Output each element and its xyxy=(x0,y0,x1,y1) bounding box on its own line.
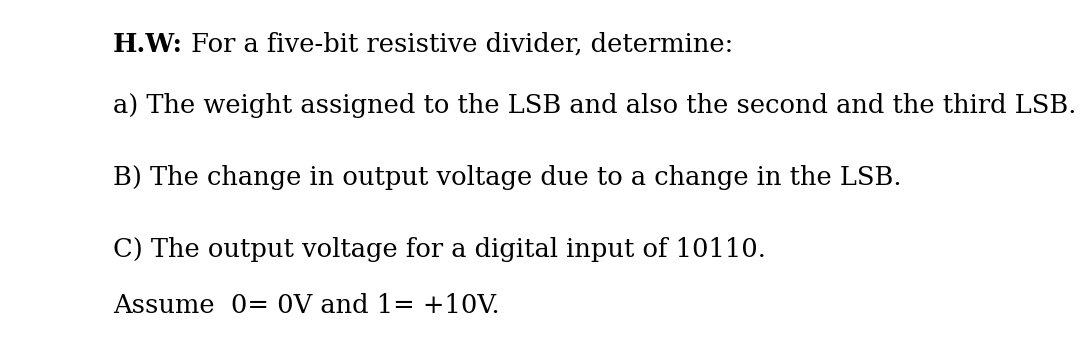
Text: Assume  0= 0V and 1= +10V.: Assume 0= 0V and 1= +10V. xyxy=(113,293,500,318)
Text: a) The weight assigned to the LSB and also the second and the third LSB.: a) The weight assigned to the LSB and al… xyxy=(113,93,1077,118)
Text: B) The change in output voltage due to a change in the LSB.: B) The change in output voltage due to a… xyxy=(113,165,902,190)
Text: For a five-bit resistive divider, determine:: For a five-bit resistive divider, determ… xyxy=(183,32,733,57)
Text: C) The output voltage for a digital input of 10110.: C) The output voltage for a digital inpu… xyxy=(113,237,766,262)
Text: H.W:: H.W: xyxy=(113,32,183,57)
